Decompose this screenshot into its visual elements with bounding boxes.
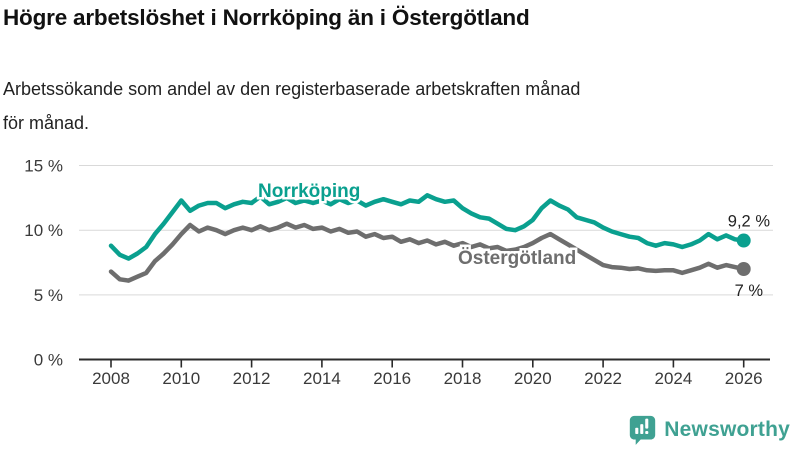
series-label-norrkoping: Norrköping (258, 181, 360, 202)
chart-subtitle-line-1: Arbetssökande som andel av den registerb… (3, 79, 581, 99)
y-axis-tick-label: 10 % (24, 221, 63, 240)
newsworthy-wordmark: Newsworthy (664, 417, 790, 441)
x-axis-tick-label: 2016 (373, 369, 411, 388)
chart-subtitle: Arbetssökande som andel av den registerb… (3, 72, 783, 140)
line-chart-svg: 15 % 10 % 5 % 0 % 2008 2010 2012 2014 2016 2018 20… (24, 157, 773, 388)
chart-subtitle-line-2: för månad. (3, 113, 90, 133)
x-axis-tick-label: 2008 (92, 369, 130, 388)
x-axis-tick-label: 2022 (584, 369, 622, 388)
newsworthy-icon (630, 415, 656, 445)
chart-title: Högre arbetslöshet i Norrköping än i Öst… (3, 5, 530, 30)
x-axis-tick-label: 2012 (233, 369, 271, 388)
series-end-value-label: 9,2 % (728, 213, 771, 231)
y-axis-tick-label: 5 % (34, 286, 63, 305)
x-axis-tick-label: 2026 (725, 369, 763, 388)
x-axis-tick-label: 2014 (303, 369, 341, 388)
series-line-ostergotland (108, 221, 746, 283)
series-end-dot-ostergotland (736, 261, 751, 276)
x-axis-tick-label: 2020 (514, 369, 552, 388)
x-axis-tick-label: 2024 (654, 369, 692, 388)
newsworthy-logo: Newsworthy (628, 414, 790, 445)
line-chart: 15 % 10 % 5 % 0 % 2008 2010 2012 2014 2016 2018 20… (0, 140, 800, 405)
y-axis-tick-label: 15 % (24, 157, 63, 176)
series-end-value-label: 7 % (735, 282, 764, 300)
series-line-norrkoping (108, 193, 746, 261)
y-axis-tick-label: 0 % (34, 351, 63, 370)
x-axis-tick-label: 2010 (162, 369, 200, 388)
series-label-ostergotland: Östergötland (458, 248, 576, 269)
series-end-dot-norrkoping (736, 233, 751, 248)
x-axis-tick-label: 2018 (444, 369, 482, 388)
